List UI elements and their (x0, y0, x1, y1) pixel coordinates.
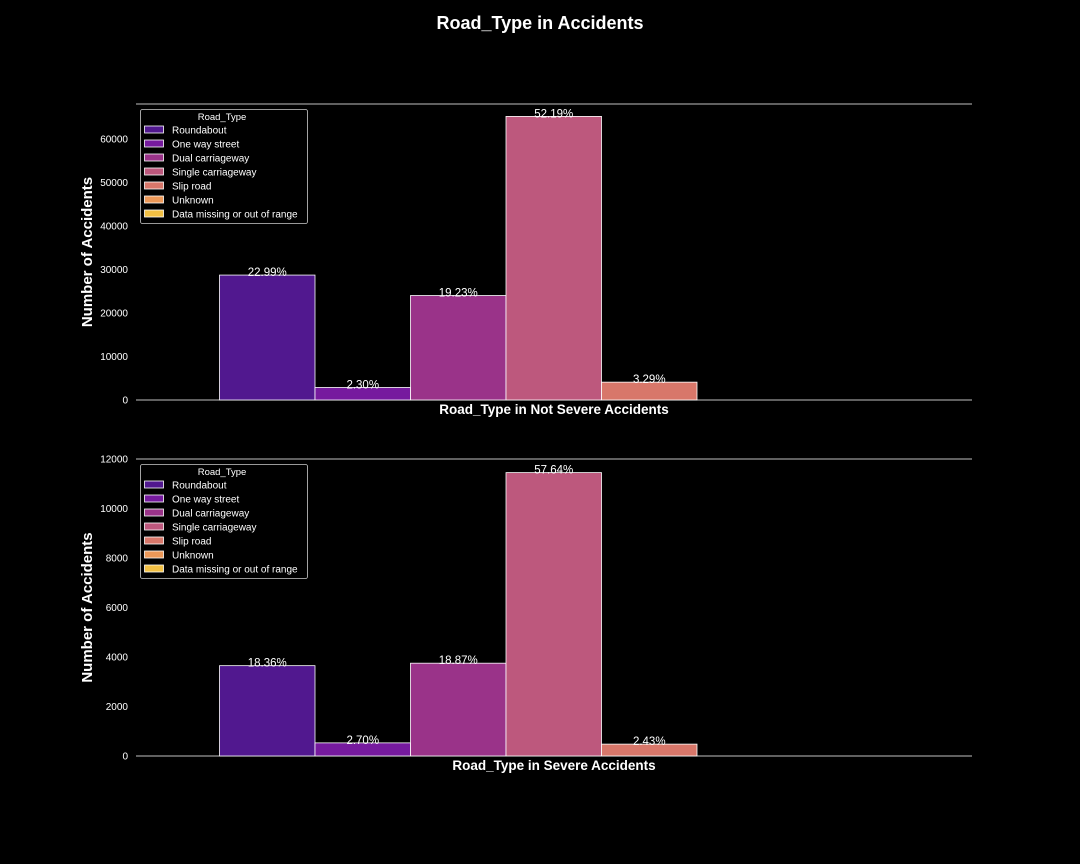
y-tick-label: 0 (122, 396, 128, 407)
x-axis-title: Road_Type in Not Severe Accidents (439, 402, 669, 417)
y-tick-label: 12000 (100, 455, 128, 466)
bar-value-label: 22.99% (248, 267, 287, 279)
bar-roundabout (219, 665, 316, 757)
y-tick-label: 50000 (100, 178, 128, 189)
bar-slip-road (601, 381, 698, 401)
legend-label: One way street (172, 140, 239, 151)
legend-swatch (144, 209, 164, 218)
legend-swatch (144, 153, 164, 162)
bar-value-label: 57.64% (534, 465, 573, 477)
y-tick-label: 4000 (106, 653, 129, 664)
legend-swatch (144, 167, 164, 176)
legend-title: Road_Type (198, 112, 247, 123)
legend-label: Data missing or out of range (172, 210, 298, 221)
legend-swatch (144, 480, 164, 489)
legend-label: Single carriageway (172, 168, 257, 179)
legend-label: Roundabout (172, 481, 227, 492)
bar-value-label: 18.87% (439, 655, 478, 667)
bar-dual-carriageway (410, 662, 507, 757)
bar-value-label: 2.70% (346, 735, 379, 747)
legend-swatch (144, 125, 164, 134)
y-tick-label: 10000 (100, 504, 128, 515)
legend-swatch (144, 139, 164, 148)
bar-value-label: 18.36% (248, 658, 287, 670)
legend-title: Road_Type (198, 467, 247, 478)
y-tick-label: 6000 (106, 603, 129, 614)
y-axis-title: Number of Accidents (79, 532, 96, 682)
y-tick-label: 40000 (100, 221, 128, 232)
legend-label: Dual carriageway (172, 509, 249, 520)
bar-value-label: 52.19% (534, 108, 573, 120)
legend-label: Slip road (172, 537, 211, 548)
legend-swatch (144, 550, 164, 559)
y-tick-label: 0 (122, 752, 128, 763)
legend-label: Dual carriageway (172, 154, 249, 165)
bar-dual-carriageway (410, 295, 507, 401)
legend-label: Data missing or out of range (172, 565, 298, 576)
legend-box (140, 464, 308, 579)
y-tick-label: 10000 (100, 352, 128, 363)
bar-value-label: 3.29% (633, 374, 666, 386)
legend-box (140, 109, 308, 224)
legend-label: Single carriageway (172, 523, 257, 534)
figure-title: Road_Type in Accidents (436, 13, 644, 33)
x-axis-title: Road_Type in Severe Accidents (452, 758, 655, 773)
bar-single-carriageway (505, 116, 602, 401)
legend-swatch (144, 181, 164, 190)
legend-label: Roundabout (172, 126, 227, 137)
y-tick-label: 20000 (100, 308, 128, 319)
legend-label: Unknown (172, 196, 214, 207)
bar-value-label: 19.23% (439, 288, 478, 300)
legend-swatch (144, 564, 164, 573)
y-axis-title: Number of Accidents (79, 177, 96, 327)
bar-value-label: 2.43% (633, 736, 666, 748)
legend-label: One way street (172, 495, 239, 506)
legend-label: Slip road (172, 182, 211, 193)
legend-swatch (144, 522, 164, 531)
legend-swatch (144, 508, 164, 517)
legend-swatch (144, 536, 164, 545)
legend-label: Unknown (172, 551, 214, 562)
bar-roundabout (219, 274, 316, 401)
legend-swatch (144, 494, 164, 503)
y-tick-label: 30000 (100, 265, 128, 276)
bar-slip-road (601, 743, 698, 757)
y-tick-label: 8000 (106, 554, 129, 565)
bar-single-carriageway (505, 472, 602, 757)
legend-swatch (144, 195, 164, 204)
y-tick-label: 60000 (100, 134, 128, 145)
bar-value-label: 2.30% (346, 380, 379, 392)
y-tick-label: 2000 (106, 702, 129, 713)
